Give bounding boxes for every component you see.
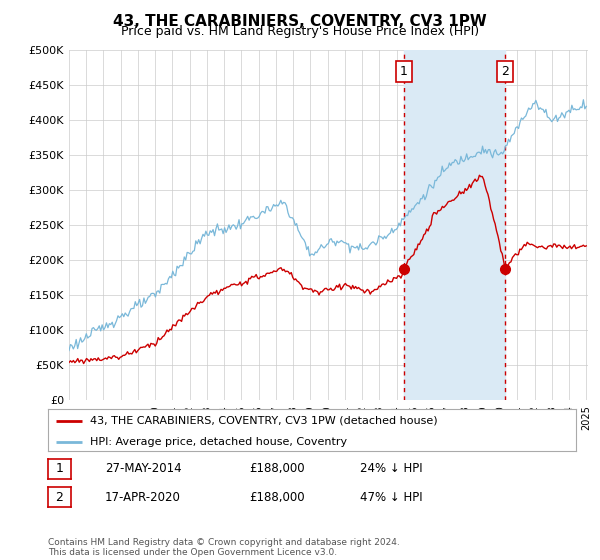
Text: £188,000: £188,000	[249, 462, 305, 475]
Text: £188,000: £188,000	[249, 491, 305, 504]
Text: 2: 2	[55, 491, 64, 504]
Text: 1: 1	[55, 462, 64, 475]
Bar	[404, 50, 505, 400]
Text: 24% ↓ HPI: 24% ↓ HPI	[360, 462, 422, 475]
Text: Price paid vs. HM Land Registry's House Price Index (HPI): Price paid vs. HM Land Registry's House …	[121, 25, 479, 38]
Text: HPI: Average price, detached house, Coventry: HPI: Average price, detached house, Cove…	[90, 437, 347, 446]
Text: 1: 1	[400, 65, 408, 78]
Text: 43, THE CARABINIERS, COVENTRY, CV3 1PW: 43, THE CARABINIERS, COVENTRY, CV3 1PW	[113, 14, 487, 29]
Text: 27-MAY-2014: 27-MAY-2014	[105, 462, 182, 475]
Text: 2: 2	[501, 65, 509, 78]
Text: Contains HM Land Registry data © Crown copyright and database right 2024.
This d: Contains HM Land Registry data © Crown c…	[48, 538, 400, 557]
Text: 17-APR-2020: 17-APR-2020	[105, 491, 181, 504]
Text: 47% ↓ HPI: 47% ↓ HPI	[360, 491, 422, 504]
Text: 43, THE CARABINIERS, COVENTRY, CV3 1PW (detached house): 43, THE CARABINIERS, COVENTRY, CV3 1PW (…	[90, 416, 438, 426]
